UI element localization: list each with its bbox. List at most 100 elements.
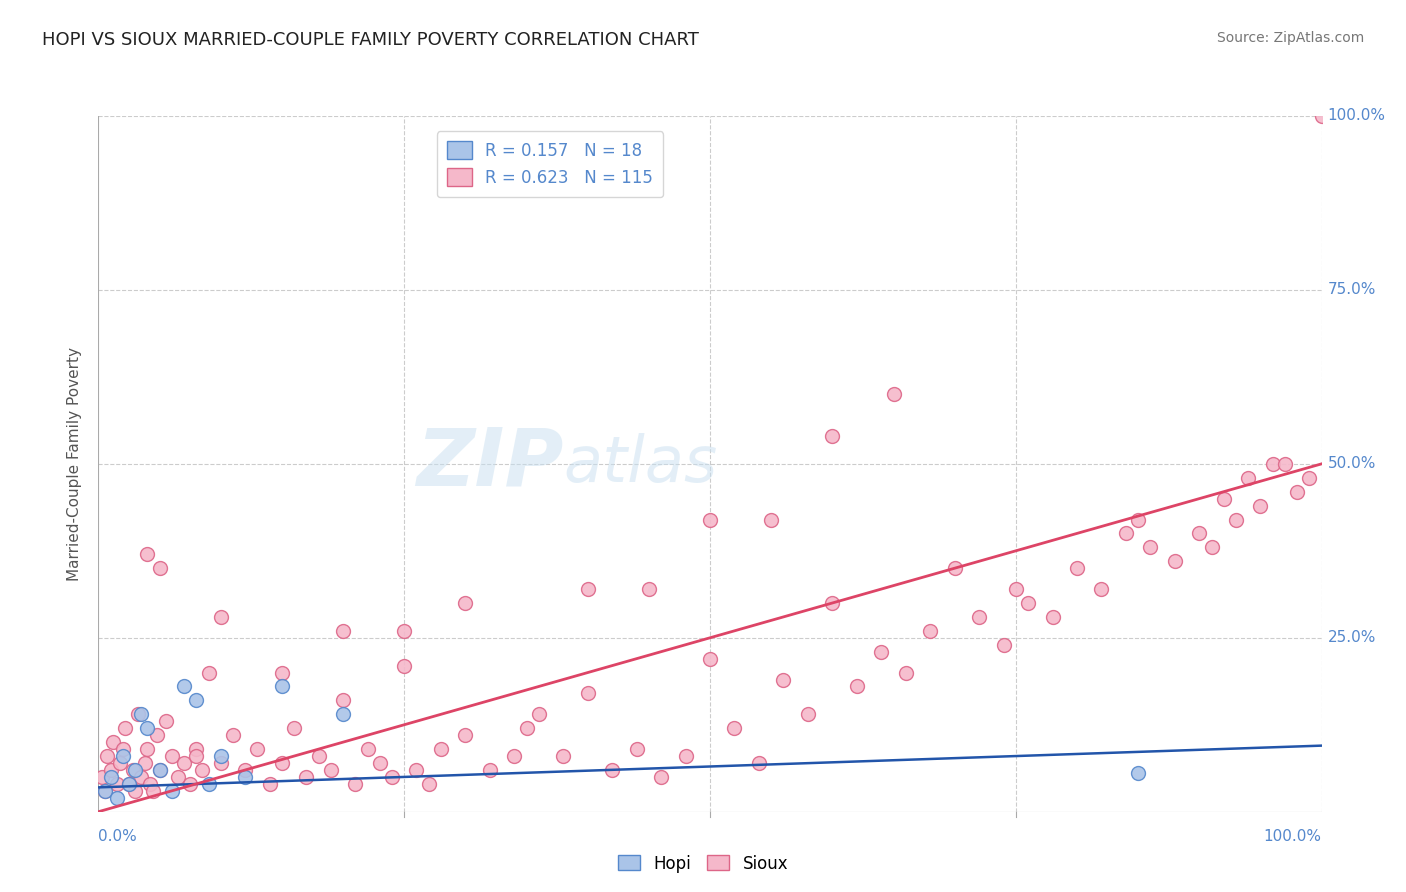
Point	[1139, 541, 1161, 555]
Point	[134, 756, 156, 770]
Point	[233, 763, 256, 777]
Point	[1286, 484, 1309, 499]
Point	[160, 784, 183, 798]
Point	[118, 777, 141, 791]
Point	[160, 749, 183, 764]
Point	[186, 749, 208, 764]
Point	[295, 770, 318, 784]
Point	[454, 596, 477, 610]
Point	[478, 763, 501, 777]
Point	[209, 610, 232, 624]
Point	[129, 707, 152, 722]
Point	[332, 707, 354, 722]
Point	[576, 686, 599, 700]
Point	[699, 651, 721, 665]
Point	[1188, 526, 1211, 541]
Point	[1164, 554, 1187, 568]
Point	[894, 665, 917, 680]
Point	[381, 770, 404, 784]
Point	[259, 777, 281, 791]
Point	[270, 680, 294, 694]
Point	[405, 763, 427, 777]
Point	[344, 777, 367, 791]
Point	[675, 749, 697, 764]
Point	[118, 777, 141, 791]
Point	[105, 790, 128, 805]
Point	[821, 596, 844, 610]
Point	[723, 721, 745, 735]
Text: atlas: atlas	[564, 433, 717, 495]
Point	[1004, 582, 1026, 596]
Point	[308, 749, 330, 764]
Point	[430, 742, 453, 756]
Point	[124, 784, 146, 798]
Point	[332, 624, 354, 638]
Point	[101, 735, 124, 749]
Point	[100, 763, 122, 777]
Text: 25.0%: 25.0%	[1327, 631, 1376, 645]
Point	[179, 777, 201, 791]
Point	[503, 749, 526, 764]
Point	[149, 561, 172, 575]
Point	[139, 777, 162, 791]
Point	[93, 784, 115, 798]
Point	[845, 680, 868, 694]
Text: 0.0%: 0.0%	[98, 830, 138, 844]
Point	[761, 512, 783, 526]
Point	[319, 763, 342, 777]
Point	[699, 512, 721, 526]
Point	[797, 707, 820, 722]
Point	[516, 721, 538, 735]
Point	[1237, 471, 1260, 485]
Text: HOPI VS SIOUX MARRIED-COUPLE FAMILY POVERTY CORRELATION CHART: HOPI VS SIOUX MARRIED-COUPLE FAMILY POVE…	[42, 31, 699, 49]
Point	[870, 645, 893, 659]
Point	[111, 749, 134, 764]
Point	[637, 582, 661, 596]
Point	[186, 742, 208, 756]
Text: 75.0%: 75.0%	[1327, 283, 1376, 297]
Point	[136, 742, 159, 756]
Point	[114, 721, 136, 735]
Point	[748, 756, 770, 770]
Point	[136, 547, 159, 561]
Point	[1261, 457, 1284, 471]
Point	[650, 770, 672, 784]
Point	[146, 728, 169, 742]
Point	[1090, 582, 1112, 596]
Legend: Hopi, Sioux: Hopi, Sioux	[612, 848, 794, 880]
Text: Source: ZipAtlas.com: Source: ZipAtlas.com	[1216, 31, 1364, 45]
Text: 50.0%: 50.0%	[1327, 457, 1376, 471]
Point	[368, 756, 391, 770]
Text: 100.0%: 100.0%	[1264, 830, 1322, 844]
Point	[772, 673, 794, 687]
Point	[993, 638, 1015, 652]
Point	[1225, 512, 1247, 526]
Point	[209, 756, 232, 770]
Point	[1310, 109, 1333, 123]
Point	[1115, 526, 1137, 541]
Point	[1017, 596, 1039, 610]
Point	[821, 429, 844, 443]
Point	[576, 582, 599, 596]
Point	[111, 742, 134, 756]
Point	[186, 693, 208, 707]
Point	[920, 624, 942, 638]
Point	[1042, 610, 1064, 624]
Point	[246, 742, 269, 756]
Point	[392, 624, 416, 638]
Point	[124, 763, 146, 777]
Point	[1298, 471, 1320, 485]
Point	[1212, 491, 1234, 506]
Point	[222, 728, 245, 742]
Point	[1250, 499, 1272, 513]
Point	[392, 658, 416, 673]
Point	[121, 763, 143, 777]
Point	[93, 784, 115, 798]
Point	[553, 749, 575, 764]
Point	[105, 777, 128, 791]
Point	[197, 665, 219, 680]
Point	[356, 742, 378, 756]
Text: 100.0%: 100.0%	[1327, 109, 1386, 123]
Point	[149, 763, 172, 777]
Point	[418, 777, 440, 791]
